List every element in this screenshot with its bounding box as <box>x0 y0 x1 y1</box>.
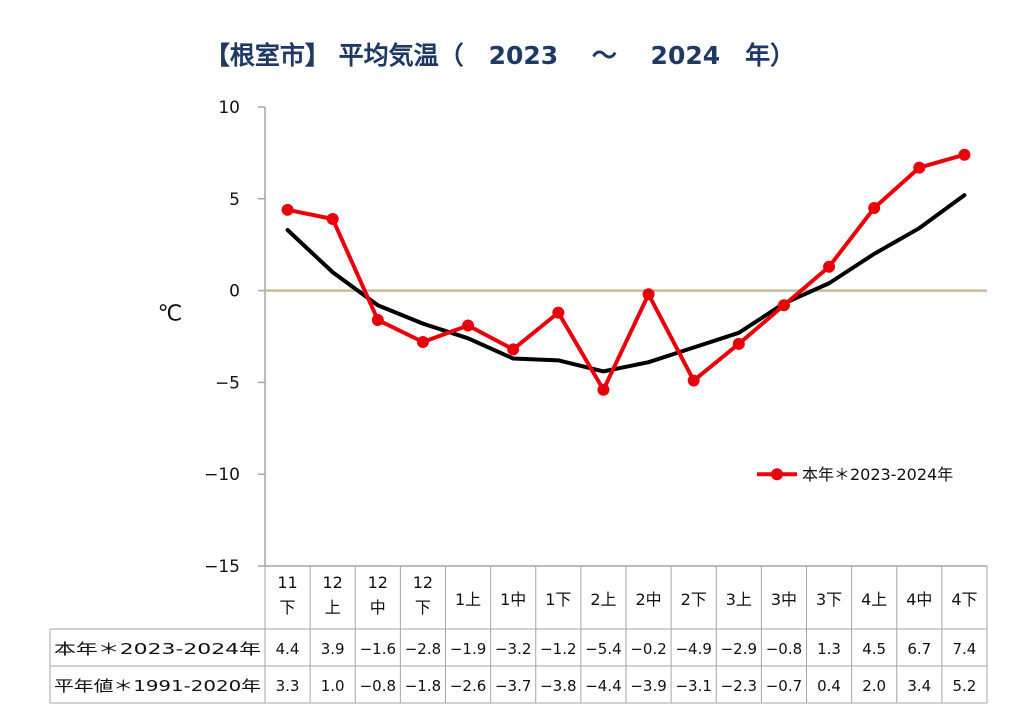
data-point <box>642 288 655 301</box>
table-cell: −2.6 <box>450 677 486 695</box>
x-tick-label: 12 <box>323 573 343 592</box>
data-point <box>732 337 745 350</box>
table-cell: −0.8 <box>766 640 802 658</box>
table-cell: −3.8 <box>540 677 576 695</box>
table-cell: 5.2 <box>953 677 977 695</box>
legend-label: 本年＊2023-2024年 <box>802 465 953 484</box>
x-tick-label: 3中 <box>771 590 797 609</box>
data-point <box>281 203 294 216</box>
table-cell: 3.4 <box>907 677 931 695</box>
x-tick-label: 2下 <box>681 590 707 609</box>
x-tick-label: 中 <box>370 598 386 617</box>
data-point <box>687 374 700 387</box>
data-point <box>958 148 971 161</box>
table-cell: 3.9 <box>321 640 345 658</box>
x-tick-label: 2中 <box>635 590 661 609</box>
table-cell: −1.2 <box>540 640 576 658</box>
table-row-label: 本年＊2023-2024年 <box>54 640 261 658</box>
x-tick-label: 3下 <box>816 590 842 609</box>
x-tick-label: 4下 <box>951 590 977 609</box>
series-line-current <box>285 152 967 392</box>
table-cell: 1.3 <box>817 640 841 658</box>
y-tick-label: 0 <box>229 282 240 302</box>
table-cell: 4.5 <box>862 640 886 658</box>
x-tick-label: 上 <box>325 598 341 617</box>
data-point <box>868 201 881 214</box>
x-tick-label: 12 <box>413 573 433 592</box>
table-cell: −2.8 <box>405 640 441 658</box>
x-tick-label: 1下 <box>545 590 571 609</box>
series-line-normal <box>285 193 967 374</box>
table-cell: −0.7 <box>766 677 802 695</box>
table-cell: 2.0 <box>862 677 886 695</box>
data-point <box>777 299 790 312</box>
table-cell: −0.2 <box>630 640 666 658</box>
table-cell: −3.1 <box>675 677 711 695</box>
table-cell: −3.7 <box>495 677 531 695</box>
data-point <box>416 336 429 349</box>
x-tick-label: 下 <box>415 598 431 617</box>
y-tick-label: −5 <box>215 373 240 393</box>
data-point <box>552 306 565 319</box>
x-tick-label: 11 <box>277 573 297 592</box>
table-cell: 4.4 <box>276 640 300 658</box>
table-cell: −0.8 <box>360 677 396 695</box>
x-tick-label: 2上 <box>590 590 616 609</box>
table-cell: −1.6 <box>360 640 396 658</box>
table-cell: 7.4 <box>953 640 977 658</box>
table-cell: −3.2 <box>495 640 531 658</box>
table-cell: 1.0 <box>321 677 345 695</box>
table-cell: −1.8 <box>405 677 441 695</box>
y-tick-label: −10 <box>204 465 240 485</box>
x-tick-label: 4中 <box>906 590 932 609</box>
table-cell: −1.9 <box>450 640 486 658</box>
y-axis-label: ℃ <box>158 302 183 327</box>
table-row-label: 平年値＊1991-2020年 <box>54 677 261 695</box>
table-cell: −3.9 <box>630 677 666 695</box>
table-cell: 0.4 <box>817 677 841 695</box>
x-tick-label: 1上 <box>455 590 481 609</box>
table-cell: −5.4 <box>585 640 621 658</box>
x-tick-label: 1中 <box>500 590 526 609</box>
table-cell: 3.3 <box>276 677 300 695</box>
data-point <box>462 319 475 332</box>
table-cell: 6.7 <box>907 640 931 658</box>
data-point <box>507 343 520 356</box>
legend-marker <box>771 468 783 481</box>
data-point <box>823 260 836 273</box>
x-tick-label: 3上 <box>726 590 752 609</box>
data-point <box>371 313 384 326</box>
table-cell: −2.9 <box>721 640 757 658</box>
data-point <box>597 383 610 396</box>
y-tick-label: 5 <box>229 190 240 210</box>
y-tick-label: 10 <box>218 98 240 118</box>
y-tick-label: −15 <box>204 557 240 577</box>
data-point <box>913 161 926 174</box>
table-cell: −4.9 <box>675 640 711 658</box>
chart-title: 【根室市】 平均気温（ 2023 ～ 2024 年） <box>204 41 796 70</box>
x-tick-label: 下 <box>280 598 296 617</box>
x-tick-label: 12 <box>368 573 388 592</box>
data-point <box>326 212 339 225</box>
table-cell: −2.3 <box>721 677 757 695</box>
table-cell: −4.4 <box>585 677 621 695</box>
x-tick-label: 4上 <box>861 590 887 609</box>
